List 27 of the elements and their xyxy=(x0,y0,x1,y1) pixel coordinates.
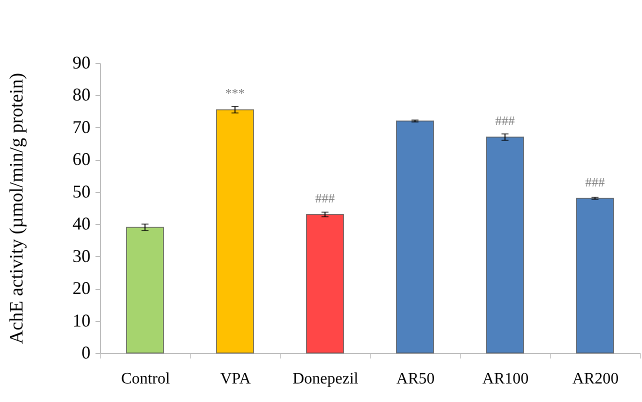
y-tick-label: 40 xyxy=(72,214,90,234)
x-tick-label: Control xyxy=(121,370,170,388)
bar xyxy=(486,136,524,354)
annotation: ### xyxy=(585,174,606,190)
bar xyxy=(216,109,254,354)
bar xyxy=(306,214,344,354)
x-tick-label: AR100 xyxy=(482,370,529,388)
y-tick-label: 90 xyxy=(72,52,90,72)
x-tick-label: AR200 xyxy=(572,370,619,388)
y-tick-label: 0 xyxy=(82,342,90,362)
annotation: *** xyxy=(225,86,245,101)
y-tick-label: 60 xyxy=(72,149,90,170)
x-tick-label: AR50 xyxy=(396,370,435,388)
y-tick-label: 70 xyxy=(72,116,90,137)
y-tick-label: 50 xyxy=(72,181,90,202)
y-tick-label: 80 xyxy=(72,84,90,105)
y-tick-label: 30 xyxy=(72,246,90,266)
y-tick-label: 20 xyxy=(72,278,90,298)
annotation: ### xyxy=(315,190,336,206)
x-tick-label: Donepezil xyxy=(292,370,359,388)
bar xyxy=(126,226,164,354)
annotation: ### xyxy=(495,113,516,128)
y-axis-title: AchE activity (µmol/min/g protein) xyxy=(6,72,28,344)
x-tick-label: VPA xyxy=(220,370,252,388)
y-tick-label: 10 xyxy=(72,310,90,330)
bar xyxy=(576,198,614,354)
bar xyxy=(396,120,434,354)
